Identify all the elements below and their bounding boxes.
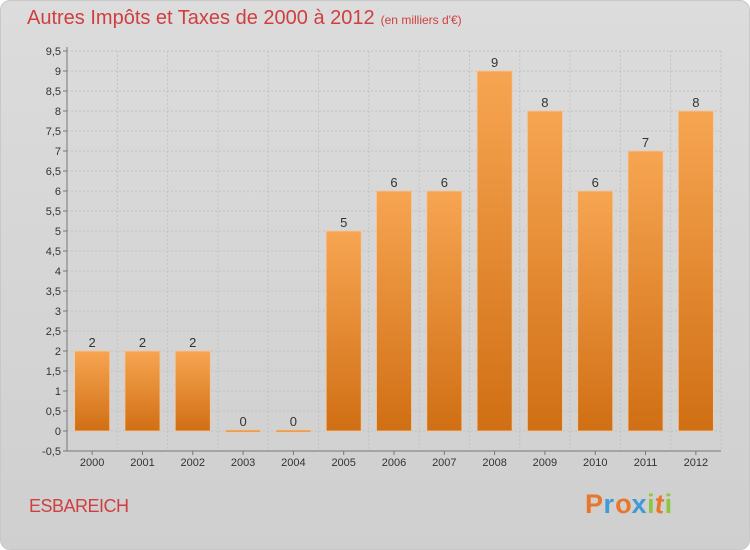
bar-2002 [174, 350, 211, 432]
bar-2010 [577, 190, 614, 432]
bar-2006 [376, 190, 412, 432]
y-tick-label: 9 [55, 66, 61, 78]
bar-2005 [325, 230, 362, 432]
logo-letter: r [603, 489, 615, 519]
chart-subtitle: (en milliers d'€) [380, 13, 462, 27]
bar-value-label: 6 [441, 175, 448, 190]
bar-value-label: 7 [642, 135, 649, 150]
bar-2009 [527, 110, 563, 432]
x-tick-label: 2000 [80, 457, 104, 469]
x-tick-label: 2008 [482, 457, 506, 469]
x-tick-label: 2001 [130, 457, 154, 469]
logo-letter: i [664, 489, 673, 519]
y-tick-label: 3,5 [46, 286, 61, 298]
bar-2003 [225, 429, 261, 433]
x-tick-label: 2004 [281, 457, 305, 469]
x-tick-label: 2009 [533, 457, 557, 469]
y-tick-label: 0 [55, 426, 61, 438]
bar-value-label: 8 [692, 95, 699, 110]
bar-value-label: 9 [491, 55, 498, 70]
bar-value-label: 0 [239, 414, 246, 429]
y-tick-label: 8,5 [46, 86, 61, 98]
x-tick-label: 2012 [684, 457, 708, 469]
x-tick-label: 2006 [382, 457, 406, 469]
y-tick-label: 4 [55, 266, 61, 278]
x-tick-label: 2010 [583, 457, 607, 469]
y-tick-label: 7 [55, 146, 61, 158]
bar-value-label: 8 [541, 95, 548, 110]
y-tick-label: -0,5 [42, 446, 61, 458]
x-tick-label: 2003 [231, 457, 255, 469]
place-name: ESBAREICH [29, 496, 129, 516]
y-tick-label: 7,5 [46, 126, 61, 138]
bar-2012 [677, 110, 714, 432]
y-tick-label: 4,5 [46, 246, 61, 258]
y-tick-label: 5 [55, 226, 61, 238]
logo-letter: o [612, 487, 634, 521]
bar-value-label: 2 [89, 335, 96, 350]
bar-value-label: 0 [290, 414, 297, 429]
y-tick-label: 1 [55, 386, 61, 398]
x-tick-label: 2007 [432, 457, 456, 469]
bar-value-label: 2 [189, 335, 196, 350]
bar-value-label: 2 [139, 335, 146, 350]
bar-2000 [74, 350, 111, 432]
bar-value-label: 6 [592, 175, 599, 190]
y-tick-label: 6 [55, 186, 61, 198]
proxiti-logo[interactable]: Proxiti [585, 487, 673, 521]
bar-value-label: 6 [390, 175, 397, 190]
x-tick-label: 2002 [181, 457, 205, 469]
y-tick-label: 5,5 [46, 206, 61, 218]
y-tick-label: 6,5 [46, 166, 61, 178]
y-tick-label: 2,5 [46, 326, 61, 338]
chart-title: Autres Impôts et Taxes de 2000 à 2012 (en… [27, 7, 462, 29]
x-tick-label: 2005 [331, 457, 355, 469]
logo-letter: x [631, 489, 648, 519]
y-tick-label: 8 [55, 106, 61, 118]
bar-2007 [426, 190, 463, 432]
x-tick-label: 2011 [634, 457, 658, 469]
bar-2004 [275, 429, 312, 433]
y-tick-label: 3 [55, 306, 61, 318]
bar-2008 [476, 70, 513, 432]
bar-value-label: 5 [340, 215, 347, 230]
bar-2001 [124, 350, 161, 432]
bar-2011 [627, 150, 664, 432]
y-tick-label: 1,5 [46, 366, 61, 378]
logo-letter: i [647, 489, 656, 519]
y-tick-label: 9,5 [46, 46, 61, 58]
y-tick-label: 2 [55, 346, 61, 358]
y-tick-label: 0,5 [46, 406, 61, 418]
logo-letter: P [585, 489, 604, 519]
